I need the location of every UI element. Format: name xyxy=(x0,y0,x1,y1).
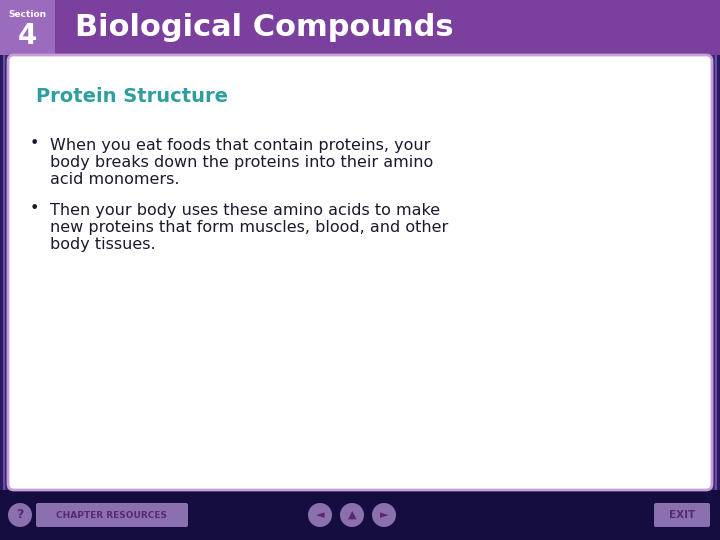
Text: new proteins that form muscles, blood, and other: new proteins that form muscles, blood, a… xyxy=(50,220,449,235)
Ellipse shape xyxy=(340,503,364,527)
Text: Biological Compounds: Biological Compounds xyxy=(75,13,454,42)
Bar xyxy=(0,0,55,55)
Bar xyxy=(0,490,720,540)
Ellipse shape xyxy=(372,503,396,527)
Text: EXIT: EXIT xyxy=(669,510,695,520)
Text: ?: ? xyxy=(17,509,24,522)
FancyBboxPatch shape xyxy=(4,51,716,494)
Text: acid monomers.: acid monomers. xyxy=(50,172,179,187)
FancyBboxPatch shape xyxy=(36,503,188,527)
Ellipse shape xyxy=(308,503,332,527)
Text: •: • xyxy=(30,201,40,216)
Text: Section: Section xyxy=(8,10,46,19)
Text: 4: 4 xyxy=(17,22,37,50)
Text: CHAPTER RESOURCES: CHAPTER RESOURCES xyxy=(56,510,168,519)
Ellipse shape xyxy=(8,503,32,527)
Text: Protein Structure: Protein Structure xyxy=(36,86,228,105)
Text: ◄: ◄ xyxy=(316,510,324,520)
Text: When you eat foods that contain proteins, your: When you eat foods that contain proteins… xyxy=(50,138,431,153)
Text: body tissues.: body tissues. xyxy=(50,237,156,252)
Text: Then your body uses these amino acids to make: Then your body uses these amino acids to… xyxy=(50,203,440,218)
Text: body breaks down the proteins into their amino: body breaks down the proteins into their… xyxy=(50,155,433,170)
Bar xyxy=(0,0,720,55)
Text: •: • xyxy=(30,136,40,151)
FancyBboxPatch shape xyxy=(8,55,712,490)
Text: ►: ► xyxy=(379,510,388,520)
Text: ▲: ▲ xyxy=(348,510,356,520)
FancyBboxPatch shape xyxy=(654,503,710,527)
